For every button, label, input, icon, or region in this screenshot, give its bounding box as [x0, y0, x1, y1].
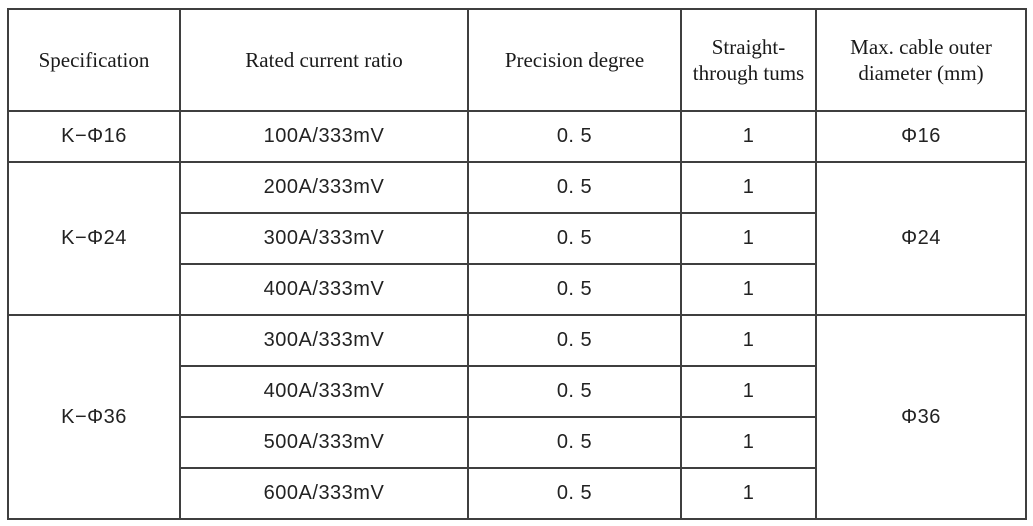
- precision-degree-cell: 0. 5: [467, 416, 682, 469]
- specification-table: Specification Rated current ratio Precis…: [7, 8, 1027, 520]
- rated-current-ratio-cell: 200A/333mV: [179, 161, 469, 214]
- header-rated-current-ratio: Rated current ratio: [179, 8, 469, 112]
- precision-degree-cell: 0. 5: [467, 467, 682, 520]
- straight-through-tums-cell: 1: [680, 263, 817, 316]
- max-cable-diameter-cell: Φ36: [815, 314, 1027, 520]
- header-row: Specification Rated current ratio Precis…: [7, 8, 1027, 112]
- straight-through-tums-cell: 1: [680, 365, 817, 418]
- rated-current-ratio-cell: 300A/333mV: [179, 212, 469, 265]
- max-cable-diameter-cell: Φ16: [815, 110, 1027, 163]
- precision-degree-cell: 0. 5: [467, 212, 682, 265]
- table-row: K−Φ24 200A/333mV 0. 5 1 Φ24: [7, 161, 1027, 316]
- straight-through-tums-cell: 1: [680, 212, 817, 265]
- max-cable-diameter-cell: Φ24: [815, 161, 1027, 316]
- precision-degree-cell: 0. 5: [467, 161, 682, 214]
- table-row: K−Φ16 100A/333mV 0. 5 1 Φ16: [7, 110, 1027, 163]
- rated-current-ratio-cell: 100A/333mV: [179, 110, 469, 163]
- straight-through-tums-cell: 1: [680, 467, 817, 520]
- rated-current-ratio-cell: 400A/333mV: [179, 263, 469, 316]
- precision-degree-cell: 0. 5: [467, 314, 682, 367]
- rated-current-ratio-cell: 500A/333mV: [179, 416, 469, 469]
- straight-through-tums-cell: 1: [680, 314, 817, 367]
- rated-current-ratio-cell: 400A/333mV: [179, 365, 469, 418]
- header-precision-degree: Precision degree: [467, 8, 682, 112]
- straight-through-tums-cell: 1: [680, 110, 817, 163]
- straight-through-tums-cell: 1: [680, 416, 817, 469]
- precision-degree-cell: 0. 5: [467, 365, 682, 418]
- specification-cell: K−Φ24: [7, 161, 181, 316]
- header-specification: Specification: [7, 8, 181, 112]
- precision-degree-cell: 0. 5: [467, 263, 682, 316]
- table-row: K−Φ36 300A/333mV 0. 5 1 Φ36: [7, 314, 1027, 520]
- rated-current-ratio-cell: 600A/333mV: [179, 467, 469, 520]
- straight-through-tums-cell: 1: [680, 161, 817, 214]
- table-header: Specification Rated current ratio Precis…: [7, 8, 1027, 112]
- rated-current-ratio-cell: 300A/333mV: [179, 314, 469, 367]
- specification-cell: K−Φ36: [7, 314, 181, 520]
- precision-degree-cell: 0. 5: [467, 110, 682, 163]
- header-straight-through-tums: Straight-through tums: [680, 8, 817, 112]
- specification-cell: K−Φ16: [7, 110, 181, 163]
- table-body: K−Φ16 100A/333mV 0. 5 1 Φ16 K−Φ24 200A/333mV 0.…: [7, 110, 1027, 520]
- header-max-cable-outer-diameter: Max. cable outer diameter (mm): [815, 8, 1027, 112]
